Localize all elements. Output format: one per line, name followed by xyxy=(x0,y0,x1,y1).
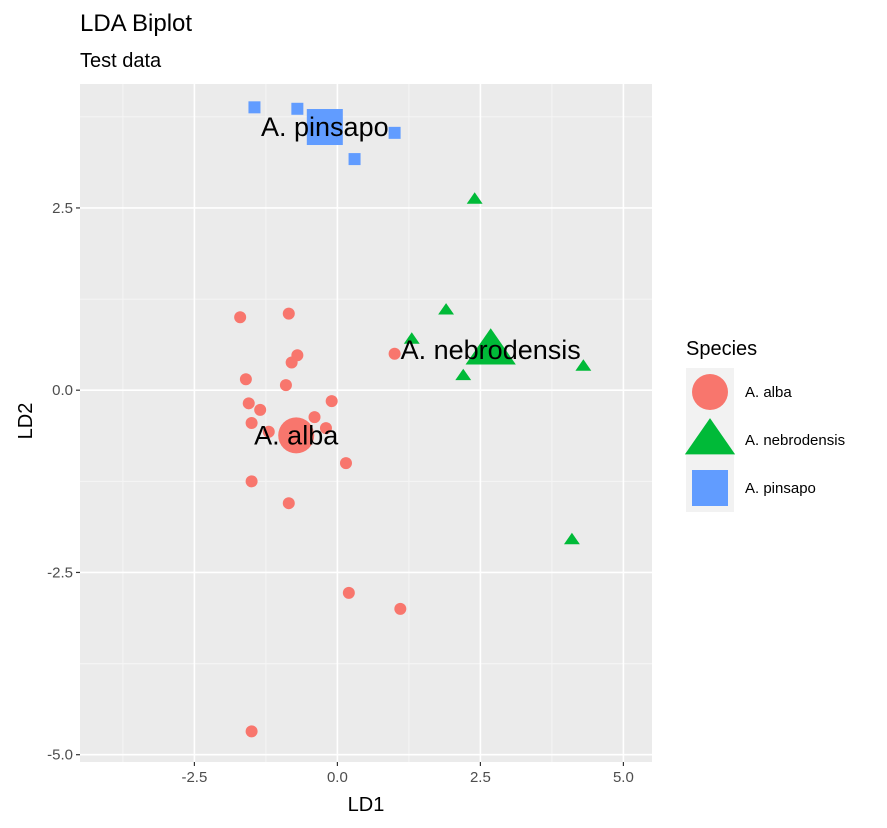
data-point xyxy=(242,397,255,410)
centroid-label: A. nebrodensis xyxy=(401,335,581,365)
data-point xyxy=(308,411,321,424)
centroid-marker xyxy=(278,417,315,454)
y-axis-ticks: -5.0 -2.5 0.0 2.5 xyxy=(47,200,80,764)
x-tick-label: 5.0 xyxy=(613,769,634,786)
data-point xyxy=(388,126,401,139)
y-tick-label: 2.5 xyxy=(52,200,73,217)
chart-subtitle: Test data xyxy=(80,50,162,72)
x-axis-ticks: -2.5 0.0 2.5 5.0 xyxy=(181,762,634,786)
data-point xyxy=(455,368,472,381)
data-point xyxy=(438,303,455,315)
centroid-label: A. alba xyxy=(254,420,339,450)
legend-entry-label: A. alba xyxy=(745,384,792,401)
data-point xyxy=(285,356,298,369)
data-point xyxy=(348,153,361,166)
centroids xyxy=(278,109,516,454)
data-point xyxy=(325,395,338,408)
data-point xyxy=(466,192,483,204)
y-tick-label: -2.5 xyxy=(47,564,73,581)
centroid-marker xyxy=(465,328,516,365)
y-axis-title: LD2 xyxy=(15,403,37,440)
grid-minor xyxy=(80,84,652,762)
plot-panel xyxy=(80,84,652,762)
y-tick-label: -5.0 xyxy=(47,747,73,764)
legend: Species A. alba A. nebrodensis A. pinsapo xyxy=(684,338,845,512)
x-axis-title: LD1 xyxy=(348,794,385,816)
legend-key-triangle xyxy=(684,418,736,455)
data-point xyxy=(282,497,295,510)
centroid-labels: A. alba A. nebrodensis A. pinsapo xyxy=(254,112,581,450)
data-point xyxy=(234,311,247,324)
data-point xyxy=(339,457,352,470)
data-point xyxy=(394,602,407,615)
x-tick-label: 0.0 xyxy=(327,769,348,786)
legend-entry-label: A. nebrodensis xyxy=(745,432,845,449)
y-tick-label: 0.0 xyxy=(52,382,73,399)
data-point xyxy=(239,373,252,386)
centroid-label: A. pinsapo xyxy=(261,112,389,142)
legend-entry-label: A. pinsapo xyxy=(745,480,816,497)
data-point xyxy=(282,307,295,320)
data-point xyxy=(563,532,580,545)
data-point xyxy=(245,725,258,738)
x-tick-label: -2.5 xyxy=(181,769,207,786)
data-point xyxy=(248,101,261,114)
data-point xyxy=(403,332,420,344)
data-point xyxy=(245,475,258,488)
data-point xyxy=(575,359,592,371)
data-point xyxy=(319,422,332,435)
x-tick-label: 2.5 xyxy=(470,769,491,786)
legend-key-circle xyxy=(692,374,728,410)
centroid-marker xyxy=(306,109,343,146)
data-point xyxy=(388,347,401,360)
data-point xyxy=(245,417,258,429)
legend-title: Species xyxy=(686,338,757,360)
data-points xyxy=(234,101,592,738)
chart-title: LDA Biplot xyxy=(80,10,192,37)
data-point xyxy=(279,379,292,392)
data-point xyxy=(291,102,304,115)
data-point xyxy=(262,425,275,438)
legend-key-square xyxy=(692,470,728,506)
grid-major xyxy=(80,84,652,762)
data-point xyxy=(254,403,267,416)
data-point xyxy=(342,586,355,599)
